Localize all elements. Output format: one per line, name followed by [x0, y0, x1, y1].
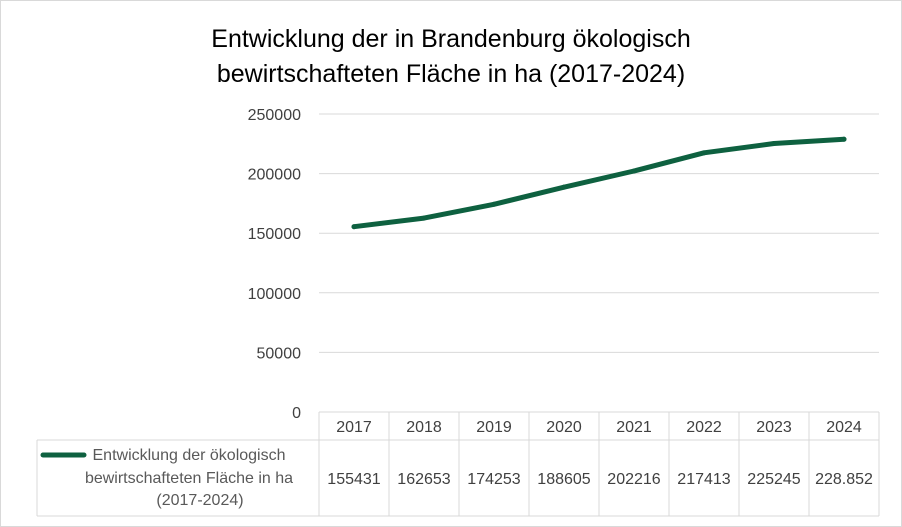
chart-title-line-2: bewirtschafteten Fläche in ha (2017-2024…: [217, 60, 685, 88]
y-tick-label: 200000: [248, 167, 301, 184]
x-category-label: 2017: [336, 419, 372, 436]
y-axis-tick-labels: 250000 200000 150000 100000 50000 0: [248, 107, 301, 422]
y-tick-label: 150000: [248, 226, 301, 243]
data-table-value: 162653: [397, 471, 450, 488]
chart-title: Entwicklung der in Brandenburg ökologisc…: [211, 25, 690, 88]
series-line: [351, 136, 847, 230]
data-point: [701, 150, 707, 156]
data-table-value: 225245: [747, 471, 800, 488]
x-category-label: 2020: [546, 419, 582, 436]
legend-series-label-line-3: (2017-2024): [156, 492, 243, 509]
y-tick-label: 0: [292, 405, 301, 422]
gridlines: [319, 113, 879, 413]
data-point: [421, 215, 427, 221]
data-table-value: 174253: [467, 471, 520, 488]
data-table-value: 202216: [607, 471, 660, 488]
series: [351, 136, 847, 230]
data-point: [841, 136, 847, 142]
data-point: [631, 168, 637, 174]
y-tick-label: 100000: [248, 286, 301, 303]
x-category-label: 2023: [756, 419, 792, 436]
data-table-value: 155431: [327, 471, 380, 488]
data-table-value: 228.852: [815, 471, 873, 488]
x-category-label: 2018: [406, 419, 442, 436]
data-point: [351, 224, 357, 230]
y-tick-label: 250000: [248, 107, 301, 124]
x-category-label: 2019: [476, 419, 512, 436]
x-category-label: 2022: [686, 419, 722, 436]
legend-series-label-line-2: bewirtschafteten Fläche in ha: [85, 470, 293, 487]
data-point: [491, 201, 497, 207]
legend-series-label-line-1: Entwicklung der ökologisch: [93, 447, 286, 464]
data-point: [771, 141, 777, 147]
data-table: 2017 2018 2019 2020 2021 2022 2023 2024 155431 16…: [36, 412, 880, 517]
x-category-label: 2021: [616, 419, 652, 436]
x-category-label: 2024: [826, 419, 862, 436]
data-table-value: 217413: [677, 471, 730, 488]
y-tick-label: 50000: [257, 345, 302, 362]
legend: Entwicklung der ökologisch bewirtschafte…: [40, 447, 293, 509]
data-point: [561, 184, 567, 190]
data-table-value: 188605: [537, 471, 590, 488]
chart-title-line-1: Entwicklung der in Brandenburg ökologisc…: [211, 25, 690, 53]
